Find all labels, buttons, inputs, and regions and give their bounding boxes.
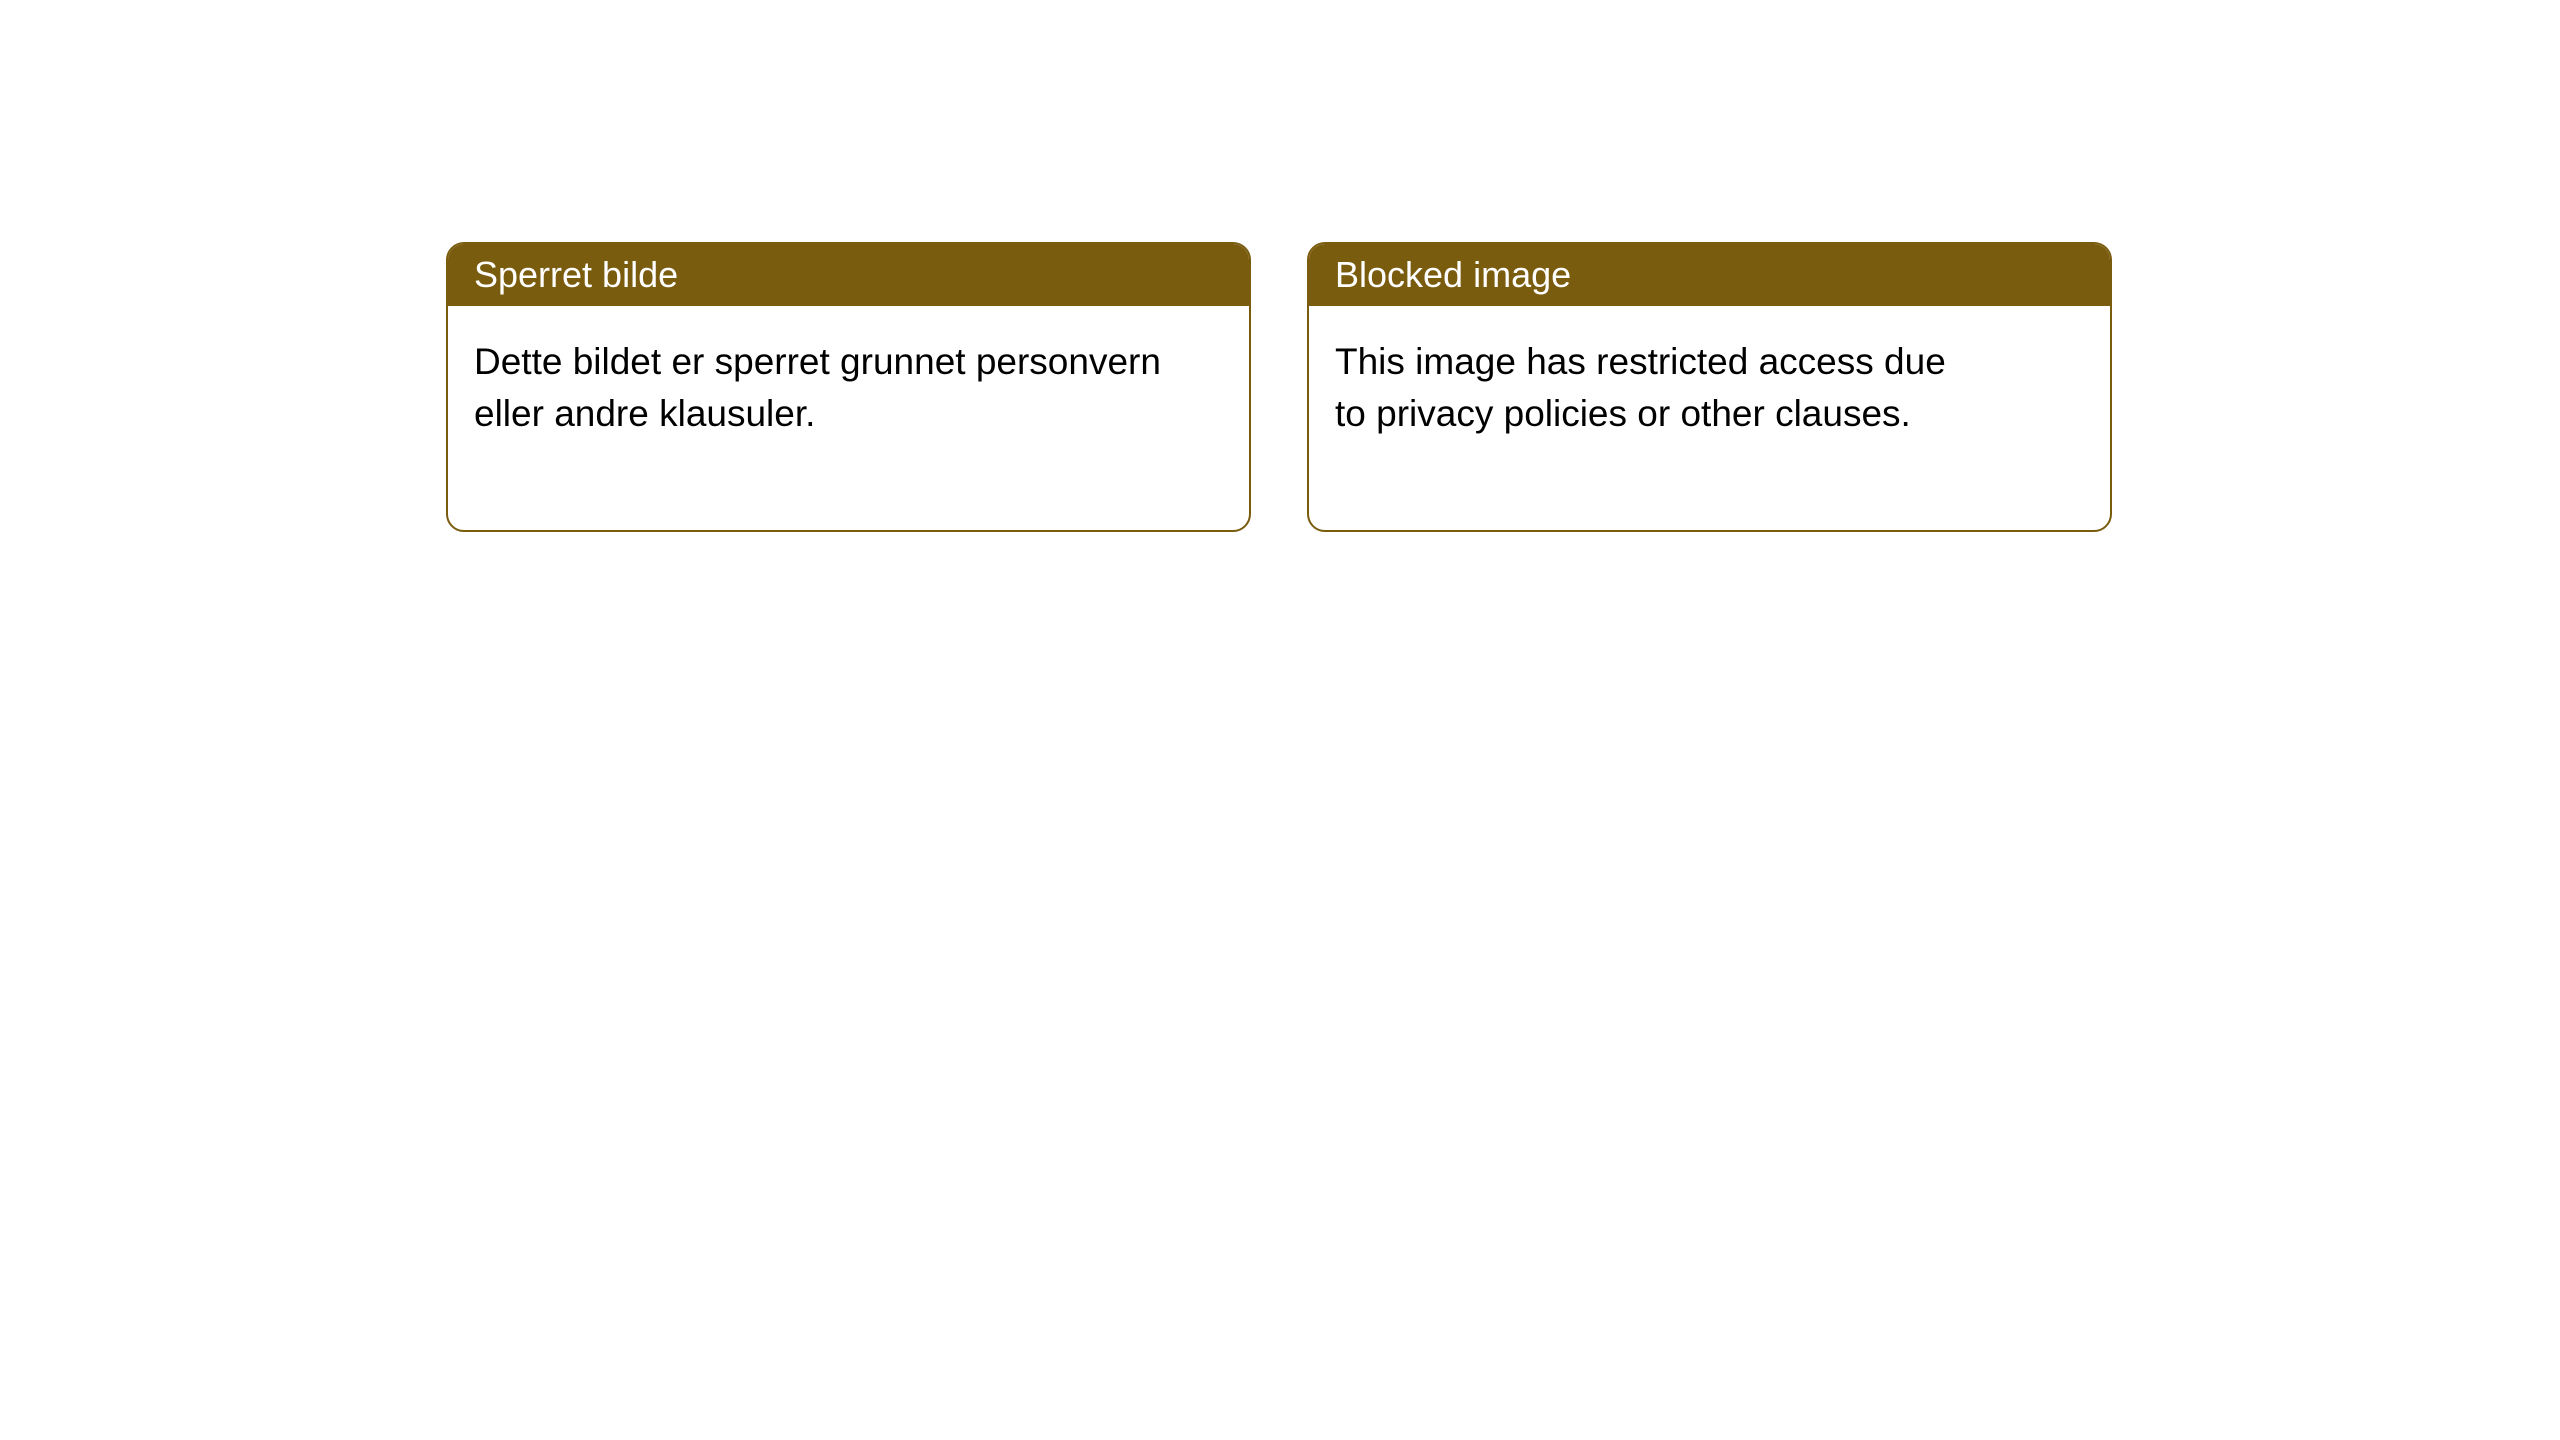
notice-body: Dette bildet er sperret grunnet personve… bbox=[448, 306, 1249, 530]
notice-container: Sperret bilde Dette bildet er sperret gr… bbox=[0, 0, 2560, 532]
notice-body: This image has restricted access due to … bbox=[1309, 306, 1989, 530]
notice-header: Sperret bilde bbox=[448, 244, 1249, 306]
notice-card-english: Blocked image This image has restricted … bbox=[1307, 242, 2112, 532]
notice-card-norwegian: Sperret bilde Dette bildet er sperret gr… bbox=[446, 242, 1251, 532]
notice-header: Blocked image bbox=[1309, 244, 2110, 306]
